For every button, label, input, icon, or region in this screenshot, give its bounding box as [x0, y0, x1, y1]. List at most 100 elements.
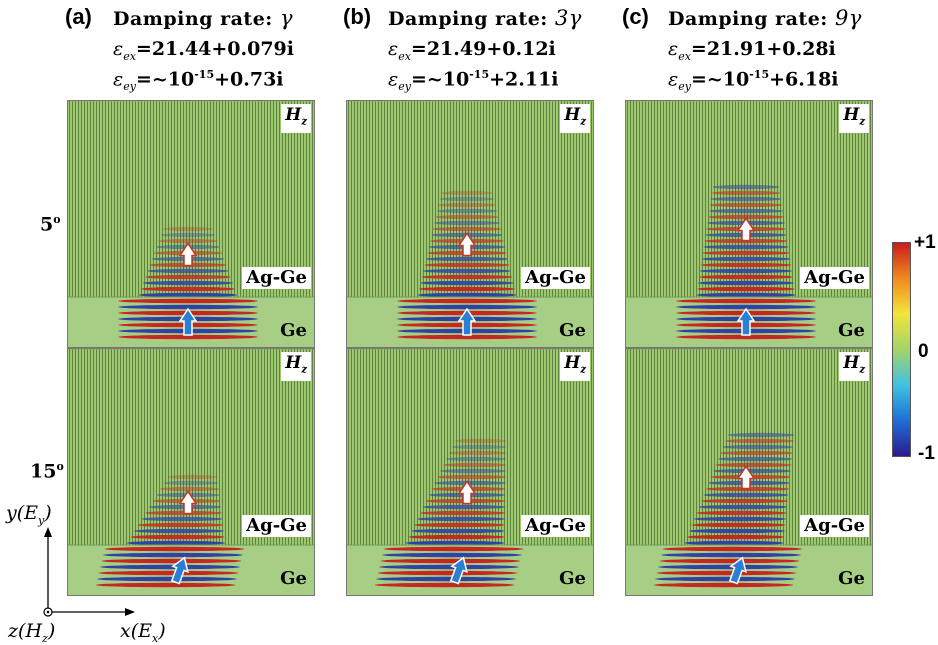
field-band [693, 516, 787, 522]
field-band [711, 190, 781, 196]
field-band [118, 298, 258, 304]
field-band [140, 286, 236, 292]
field-component-label: Hz [839, 352, 869, 382]
field-band [699, 268, 793, 274]
field-band [138, 292, 238, 298]
refracted-arrow-icon [736, 465, 756, 490]
z-axis-label: z(Hz) [8, 620, 56, 645]
field-band [408, 534, 505, 540]
field-band [374, 582, 515, 588]
field-band [436, 208, 498, 214]
row-angle-5: 5o [40, 213, 61, 236]
field-band [423, 268, 511, 274]
layer-stripes [69, 349, 313, 545]
row-angle-15: 15o [30, 460, 64, 483]
field-band [697, 286, 795, 292]
field-panel-b-15deg: Hz Ag-Ge Ge [346, 348, 594, 596]
layer-stripes [69, 101, 313, 297]
field-band [424, 262, 510, 268]
field-band [661, 552, 801, 558]
field-band [118, 334, 258, 340]
field-map [626, 349, 872, 595]
incident-arrow-icon [178, 307, 198, 336]
field-band [708, 214, 784, 220]
field-band [715, 462, 792, 468]
field-band [700, 262, 792, 268]
layer-stripes [348, 101, 592, 297]
field-component-label: Hz [560, 104, 590, 134]
field-band [437, 474, 506, 480]
field-band [382, 552, 522, 558]
field-map [626, 101, 872, 347]
field-panel-b-5deg: Hz Ag-Ge Ge [346, 100, 594, 348]
field-band [701, 498, 788, 504]
upper-medium-label: Ag-Ge [521, 515, 590, 537]
eps-y-b: εey=~10-15+2.11i [388, 68, 559, 94]
lower-medium-label: Ge [280, 568, 307, 589]
field-band [676, 298, 816, 304]
damping-rate: 3γ [554, 6, 582, 30]
refracted-arrow-icon [736, 217, 756, 242]
refracted-arrow-icon [457, 232, 477, 257]
lower-medium-label: Ge [559, 320, 586, 341]
eps-x-b: εex=21.49+0.12i [388, 38, 556, 63]
field-band [696, 510, 787, 516]
field-band [655, 576, 795, 582]
field-band [659, 558, 800, 564]
field-band [137, 522, 224, 528]
field-band [722, 444, 794, 450]
field-band [713, 468, 791, 474]
refracted-arrow-icon [178, 242, 198, 267]
field-band [689, 528, 785, 534]
field-band [130, 534, 225, 540]
field-panel-c-15deg: Hz Ag-Ge Ge [625, 348, 873, 596]
field-band [440, 468, 506, 474]
x-axis-label: x(Ex) [120, 620, 166, 645]
field-band [676, 334, 816, 340]
field-band [686, 534, 785, 540]
field-band [397, 334, 537, 340]
damping-title: Damping rate: 3γ [388, 6, 582, 30]
refracted-arrow-icon [178, 490, 198, 515]
field-component-label: Hz [839, 104, 869, 134]
incident-arrow-icon [449, 556, 468, 585]
field-band [417, 516, 505, 522]
field-band [100, 564, 240, 570]
field-band [104, 546, 245, 552]
field-panel-a-15deg: Hz Ag-Ge Ge [67, 348, 315, 596]
y-axis-label: y(Ey) [6, 502, 52, 527]
field-band [379, 564, 519, 570]
field-band [143, 280, 233, 286]
z-axis-marker [43, 607, 53, 617]
field-band [414, 522, 505, 528]
field-band [167, 474, 218, 480]
field-band [701, 256, 791, 262]
field-band [699, 274, 793, 280]
field-band [145, 274, 231, 280]
field-band [454, 438, 507, 444]
field-band [720, 450, 793, 456]
field-band [708, 208, 784, 214]
refracted-arrow-icon [457, 480, 477, 505]
damping-title: Damping rate: 9γ [668, 6, 862, 30]
z-axis-dot [46, 610, 50, 614]
field-band [696, 292, 796, 298]
field-component-label: Hz [281, 104, 311, 134]
field-band [445, 456, 507, 462]
beam-field [118, 226, 258, 340]
field-band [441, 190, 493, 196]
field-band [727, 432, 795, 438]
field-band [97, 576, 237, 582]
damping-title: Damping rate: γ [113, 6, 293, 30]
upper-medium-label: Ag-Ge [800, 267, 869, 289]
field-map [347, 101, 593, 347]
field-band [451, 444, 507, 450]
colorbar-min-label: -1 [918, 443, 935, 464]
field-band [126, 540, 226, 546]
field-band [710, 196, 782, 202]
field-band [397, 304, 537, 310]
field-band [397, 298, 537, 304]
field-band [160, 232, 216, 238]
field-band [725, 438, 794, 444]
field-band [163, 480, 219, 486]
